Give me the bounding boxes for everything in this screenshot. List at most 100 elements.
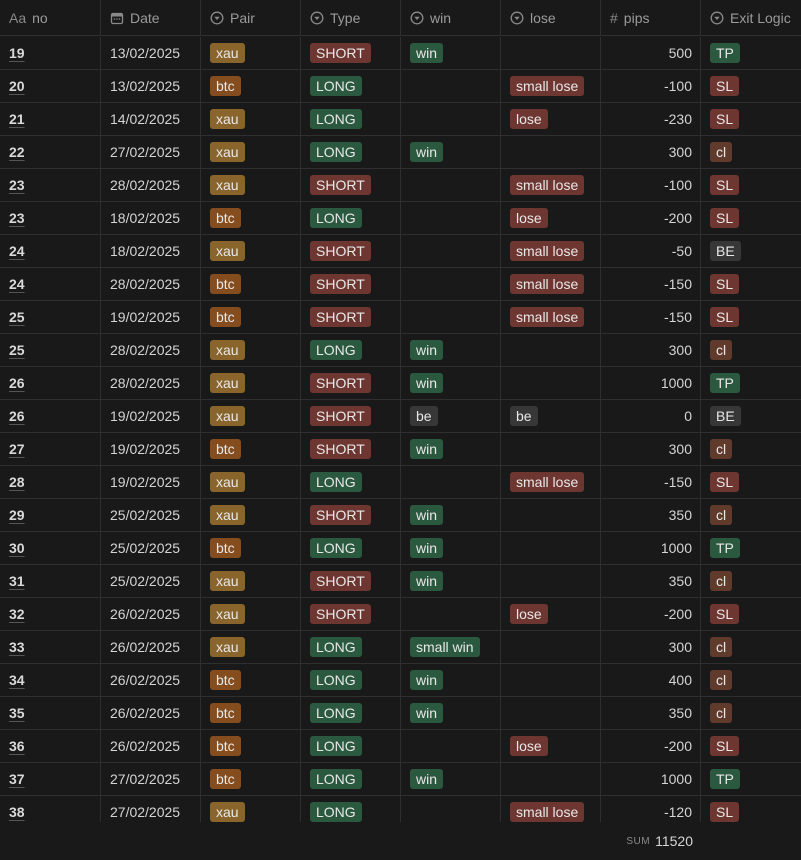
column-header[interactable]: Type [301,0,401,36]
cell-text: 19/02/2025 [110,441,181,457]
row-title[interactable]: 19 [9,45,25,61]
tag: xau [210,472,245,492]
row-title[interactable]: 25 [9,309,25,325]
row-title[interactable]: 38 [9,804,25,820]
number-value: -150 [663,309,692,325]
cell-text: 18/02/2025 [110,210,181,226]
table-cell: btc [201,202,301,235]
row-title[interactable]: 30 [9,540,25,556]
row-title[interactable]: 27 [9,441,25,457]
row-title[interactable]: 36 [9,738,25,754]
column-header[interactable]: Aa no [0,0,101,36]
tag: TP [710,373,740,393]
column-header[interactable]: lose [501,0,601,36]
row-title[interactable]: 37 [9,771,25,787]
tag: cl [710,142,733,162]
table-cell: SHORT [301,433,401,466]
table-row: 25 28/02/2025 xau LONG win 300 cl [0,334,801,367]
tag: LONG [310,736,362,756]
cell-text: 25/02/2025 [110,540,181,556]
table-cell: LONG [301,202,401,235]
tag: LONG [310,340,362,360]
row-title[interactable]: 23 [9,210,25,226]
table-cell: cl [701,565,801,598]
tag: SHORT [310,274,371,294]
table-cell: xau [201,367,301,400]
table-cell: 23 [0,169,101,202]
tag: BE [710,406,741,426]
row-title[interactable]: 26 [9,375,25,391]
table-cell: SL [701,730,801,763]
table-cell: 19/02/2025 [101,400,201,433]
table-cell: small lose [501,169,601,202]
tag: be [410,406,438,426]
tag: small lose [510,472,585,492]
table-cell [501,697,601,730]
row-title[interactable]: 34 [9,672,25,688]
row-title[interactable]: 29 [9,507,25,523]
table-cell: -50 [601,235,701,268]
tag: cl [710,505,733,525]
table-cell: SL [701,796,801,822]
table-cell: small lose [501,796,601,822]
table-cell: BE [701,235,801,268]
tag: SL [710,208,740,228]
table-row: 34 26/02/2025 btc LONG win 400 cl [0,664,801,697]
table-cell: -150 [601,466,701,499]
table-row: 23 28/02/2025 xau SHORT small lose -100 SL [0,169,801,202]
row-title[interactable]: 26 [9,408,25,424]
cell-text: 28/02/2025 [110,177,181,193]
column-header[interactable]: win [401,0,501,36]
select-icon [410,11,424,24]
tag: SHORT [310,241,371,261]
number-value: -200 [663,738,692,754]
column-header[interactable]: Exit Logic [701,0,801,36]
row-title[interactable]: 25 [9,342,25,358]
row-title[interactable]: 24 [9,276,25,292]
table-cell: SHORT [301,367,401,400]
table-cell: btc [201,268,301,301]
number-value: 400 [668,672,692,688]
row-title[interactable]: 23 [9,177,25,193]
table-cell: SL [701,466,801,499]
table-row: 26 28/02/2025 xau SHORT win 1000 TP [0,367,801,400]
row-title[interactable]: 22 [9,144,25,160]
tag: SL [710,274,740,294]
cell-text: 26/02/2025 [110,738,181,754]
row-title[interactable]: 28 [9,474,25,490]
table-cell [401,466,501,499]
table-cell: 37 [0,763,101,796]
column-header[interactable]: Pair [201,0,301,36]
row-title[interactable]: 31 [9,573,25,589]
tag: btc [210,703,241,723]
table-cell: 20 [0,70,101,103]
table-cell: LONG [301,103,401,136]
table-cell [501,565,601,598]
row-title[interactable]: 35 [9,705,25,721]
table-cell: 18/02/2025 [101,202,201,235]
table-cell: 25/02/2025 [101,532,201,565]
table-cell: SHORT [301,499,401,532]
cell-text: 19/02/2025 [110,309,181,325]
row-title[interactable]: 32 [9,606,25,622]
column-header[interactable]: # pips [601,0,701,36]
table-cell: 19/02/2025 [101,433,201,466]
tag: LONG [310,109,362,129]
row-title[interactable]: 24 [9,243,25,259]
tag: LONG [310,802,362,822]
number-value: 500 [668,45,692,61]
cell-text: 25/02/2025 [110,507,181,523]
row-title[interactable]: 20 [9,78,25,94]
table-row: 24 28/02/2025 btc SHORT small lose -150 SL [0,268,801,301]
table-cell: small lose [501,70,601,103]
table-cell: 32 [0,598,101,631]
table-cell [501,499,601,532]
row-title[interactable]: 21 [9,111,25,127]
row-title[interactable]: 33 [9,639,25,655]
column-header[interactable]: Date [101,0,201,36]
table-cell [501,763,601,796]
table-cell: 25 [0,334,101,367]
table-cell: win [401,433,501,466]
table-cell: win [401,334,501,367]
number-value: -120 [663,804,692,820]
